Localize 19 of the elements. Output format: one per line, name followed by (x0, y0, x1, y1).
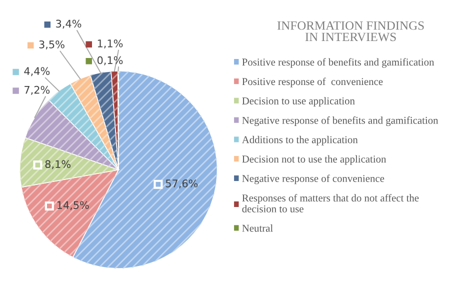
data-label: 8,1% (45, 160, 71, 170)
legend-label: Positive response of convenience (242, 78, 383, 88)
data-label: 57,6% (166, 179, 198, 188)
data-label: 3,4% (56, 20, 82, 29)
data-label: 3,5% (39, 40, 64, 50)
data-label: 0,1% (97, 56, 123, 66)
legend-label: Decision not to use the application (242, 155, 386, 165)
legend-label: Responses of matters that do not affect the decision to use (242, 194, 419, 212)
data-label: 7,2% (24, 86, 50, 95)
data-label: 1,1% (98, 39, 123, 48)
data-label: 14,5% (57, 201, 89, 210)
legend-label: Neutral (242, 224, 273, 232)
legend-label: Decision to use application (242, 97, 355, 107)
data-label: 4,4% (24, 67, 50, 76)
legend-label: Negative response of benefits and gamification (242, 116, 438, 126)
legend-label: Additions to the application (242, 136, 358, 146)
legend-label: Positive response of benefits and gamification (242, 58, 434, 68)
legend-label: Negative response of convenience (242, 174, 384, 184)
chart-title: INFORMATION FINDINGS IN INTERVIEWS (277, 21, 424, 42)
